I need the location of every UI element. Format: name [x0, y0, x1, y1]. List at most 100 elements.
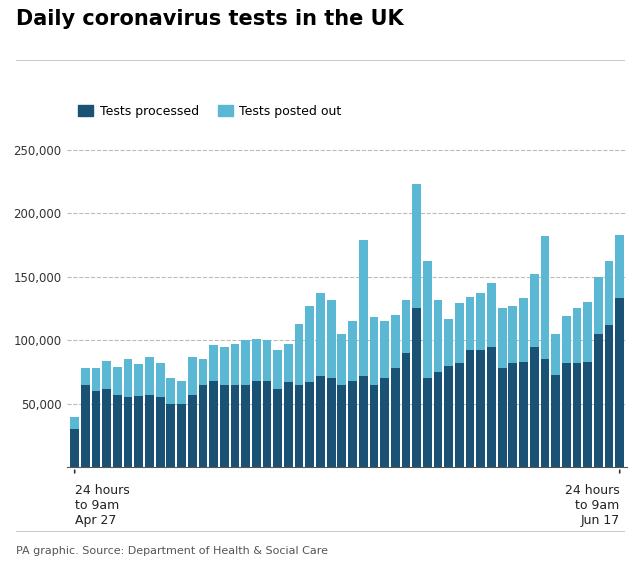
Bar: [530, 347, 539, 467]
Bar: [605, 325, 613, 467]
Bar: [594, 276, 603, 334]
Bar: [476, 351, 485, 467]
Bar: [337, 385, 346, 467]
Bar: [615, 235, 624, 298]
Text: Daily coronavirus tests in the UK: Daily coronavirus tests in the UK: [16, 9, 404, 28]
Bar: [124, 359, 132, 397]
Bar: [369, 317, 378, 385]
Bar: [412, 184, 421, 308]
Bar: [113, 395, 122, 467]
Bar: [380, 321, 389, 378]
Bar: [166, 378, 175, 404]
Bar: [434, 372, 442, 467]
Bar: [230, 385, 239, 467]
Bar: [241, 340, 250, 385]
Bar: [583, 362, 592, 467]
Text: 24 hours
to 9am
Apr 27: 24 hours to 9am Apr 27: [75, 484, 129, 527]
Bar: [444, 366, 453, 467]
Text: 24 hours
to 9am
Jun 17: 24 hours to 9am Jun 17: [565, 484, 620, 527]
Bar: [295, 324, 303, 385]
Bar: [284, 382, 293, 467]
Bar: [583, 302, 592, 362]
Bar: [423, 378, 432, 467]
Bar: [305, 306, 314, 382]
Bar: [198, 359, 207, 385]
Bar: [124, 397, 132, 467]
Bar: [348, 321, 357, 381]
Bar: [434, 300, 442, 372]
Bar: [92, 368, 100, 391]
Bar: [348, 381, 357, 467]
Bar: [401, 300, 410, 353]
Bar: [113, 367, 122, 395]
Bar: [423, 262, 432, 378]
Bar: [487, 347, 496, 467]
Bar: [209, 381, 218, 467]
Bar: [327, 378, 335, 467]
Bar: [508, 306, 517, 363]
Bar: [81, 368, 90, 385]
Bar: [241, 385, 250, 467]
Bar: [562, 316, 571, 363]
Bar: [498, 368, 506, 467]
Bar: [252, 339, 260, 381]
Bar: [188, 395, 196, 467]
Text: PA graphic. Source: Department of Health & Social Care: PA graphic. Source: Department of Health…: [16, 545, 328, 556]
Bar: [605, 262, 613, 325]
Bar: [316, 293, 325, 376]
Bar: [81, 385, 90, 467]
Bar: [220, 347, 228, 385]
Bar: [615, 298, 624, 467]
Bar: [573, 363, 581, 467]
Bar: [476, 293, 485, 351]
Bar: [273, 351, 282, 389]
Bar: [401, 353, 410, 467]
Bar: [156, 397, 164, 467]
Bar: [541, 236, 549, 359]
Bar: [573, 308, 581, 363]
Bar: [166, 404, 175, 467]
Bar: [487, 283, 496, 347]
Bar: [305, 382, 314, 467]
Bar: [369, 385, 378, 467]
Bar: [498, 308, 506, 368]
Bar: [316, 376, 325, 467]
Bar: [70, 429, 79, 467]
Bar: [391, 315, 399, 368]
Bar: [262, 340, 271, 381]
Bar: [70, 417, 79, 429]
Bar: [134, 396, 143, 467]
Bar: [102, 361, 111, 389]
Bar: [156, 363, 164, 397]
Bar: [273, 389, 282, 467]
Bar: [530, 274, 539, 347]
Bar: [359, 376, 367, 467]
Bar: [209, 345, 218, 381]
Bar: [412, 308, 421, 467]
Bar: [359, 240, 367, 376]
Bar: [562, 363, 571, 467]
Bar: [466, 351, 474, 467]
Bar: [145, 395, 154, 467]
Bar: [455, 363, 464, 467]
Bar: [455, 303, 464, 363]
Bar: [327, 300, 335, 378]
Bar: [380, 378, 389, 467]
Bar: [220, 385, 228, 467]
Bar: [177, 381, 186, 404]
Bar: [145, 357, 154, 395]
Bar: [284, 344, 293, 382]
Bar: [92, 391, 100, 467]
Bar: [541, 359, 549, 467]
Bar: [295, 385, 303, 467]
Bar: [252, 381, 260, 467]
Bar: [519, 362, 528, 467]
Bar: [551, 334, 560, 374]
Bar: [551, 374, 560, 467]
Bar: [102, 389, 111, 467]
Bar: [444, 319, 453, 366]
Bar: [519, 298, 528, 362]
Bar: [337, 334, 346, 385]
Bar: [508, 363, 517, 467]
Bar: [594, 334, 603, 467]
